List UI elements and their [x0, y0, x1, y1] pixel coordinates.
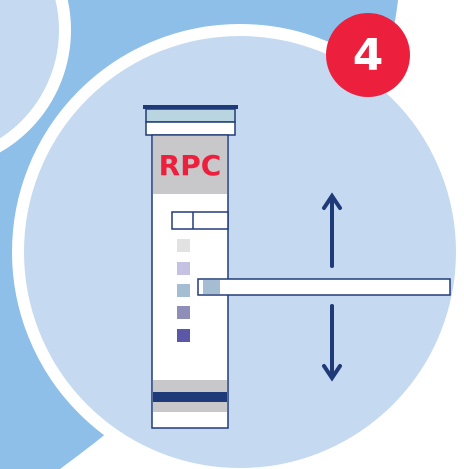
- step-number: 4: [353, 30, 384, 81]
- indicator-box: [172, 212, 228, 229]
- bottom-band: [153, 402, 227, 412]
- page: 4 RPC (() => { const data = JSON.parse(d…: [0, 0, 464, 469]
- bottom-stripe: [153, 392, 227, 402]
- color-pad: [177, 239, 190, 252]
- color-pad: [177, 306, 190, 319]
- test-strip: [198, 279, 450, 295]
- test-tube: RPC: [143, 105, 238, 428]
- tube-label: RPC: [159, 149, 222, 182]
- step-circle: [18, 30, 462, 469]
- cap: [146, 109, 235, 122]
- color-pad: [177, 262, 190, 275]
- color-pad: [177, 329, 190, 342]
- bottom-band: [153, 380, 227, 392]
- illustration: 4 RPC: [0, 0, 464, 469]
- color-pad: [177, 284, 190, 297]
- cap-ring: [146, 122, 235, 135]
- strip-pad: [203, 280, 220, 294]
